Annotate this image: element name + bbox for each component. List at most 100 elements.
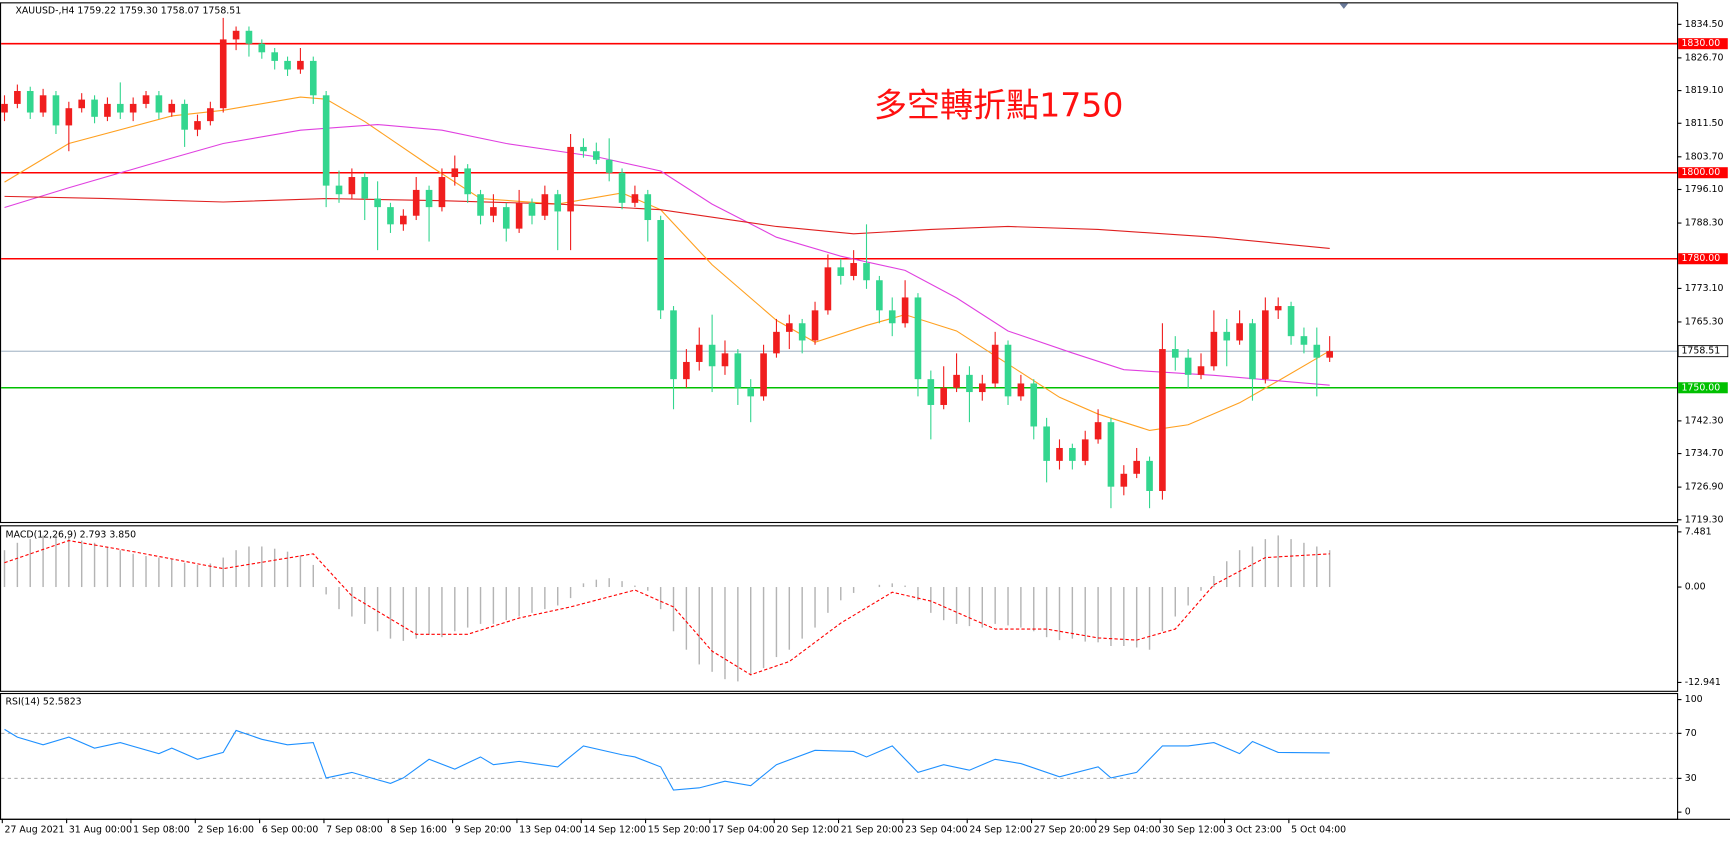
macd-title: MACD(12,26,9) 2.793 3.850 <box>6 530 137 541</box>
candle-body <box>232 30 240 40</box>
candle-body <box>348 177 356 195</box>
candle-body <box>554 194 562 212</box>
candle-body <box>1262 310 1269 380</box>
x-tick-label: 13 Sep 04:00 <box>519 824 582 835</box>
x-tick-label: 29 Sep 04:00 <box>1098 824 1161 835</box>
shift-marker <box>1339 3 1349 9</box>
candle-body <box>52 95 60 126</box>
candle-body <box>721 353 729 367</box>
candle-body <box>528 202 536 216</box>
candle-body <box>863 263 870 281</box>
x-tick-label: 20 Sep 12:00 <box>776 824 839 835</box>
moving-average <box>4 96 1330 431</box>
y-tick-label: 100 <box>1685 694 1703 705</box>
price-panel-frame <box>0 2 1679 524</box>
candle-body <box>168 103 176 113</box>
y-tick-label: 1765.30 <box>1685 316 1724 327</box>
candle-body <box>798 323 806 341</box>
candle-body <box>747 387 755 397</box>
x-tick-label: 2 Sep 16:00 <box>197 824 254 835</box>
candle-body <box>734 353 742 388</box>
candle-body <box>116 103 124 113</box>
candle-body <box>901 297 909 324</box>
candle-body <box>1171 349 1179 358</box>
level-label-box <box>1678 38 1728 50</box>
x-tick-label: 23 Sep 04:00 <box>905 824 968 835</box>
candle-body <box>271 52 278 61</box>
candle-body <box>695 344 703 362</box>
y-tick-label: 1719.30 <box>1685 514 1724 525</box>
candle-body <box>1300 336 1308 345</box>
candle-body <box>978 383 986 393</box>
y-tick-label: 1811.50 <box>1685 118 1724 129</box>
candle-body <box>670 310 677 380</box>
x-tick-label: 1 Sep 08:00 <box>133 824 190 835</box>
candle-body <box>940 387 948 405</box>
y-tick-label: 1803.70 <box>1685 151 1724 162</box>
candle-body <box>580 146 587 152</box>
moving-average <box>4 195 1330 249</box>
candle-body <box>361 177 369 199</box>
x-tick-label: 27 Sep 20:00 <box>1034 824 1097 835</box>
candle-body <box>811 310 819 341</box>
y-tick-label: 1819.10 <box>1685 85 1724 96</box>
candle-body <box>1184 357 1192 375</box>
rsi-line <box>4 728 1330 791</box>
current-price-box <box>1677 345 1729 358</box>
y-tick-label: 1834.50 <box>1685 19 1724 30</box>
candle-body <box>837 267 845 276</box>
candle-body <box>631 194 639 203</box>
candle-body <box>605 159 613 173</box>
annotation: 多空轉折點1750 <box>874 86 1124 125</box>
macd-panel-frame <box>0 525 1679 692</box>
candle-body <box>245 30 253 44</box>
level-label-box <box>1678 382 1728 394</box>
candle-body <box>284 60 291 70</box>
candle-body <box>1004 344 1012 397</box>
y-tick-label: 7.481 <box>1685 526 1712 537</box>
candle-body <box>1120 473 1128 487</box>
candle-body <box>1236 323 1243 341</box>
candle-body <box>502 207 510 229</box>
candle-body <box>258 43 266 53</box>
candle-body <box>914 297 922 380</box>
candle-body <box>438 177 446 208</box>
x-tick-label: 8 Sep 16:00 <box>390 824 447 835</box>
y-tick-label: -12.941 <box>1685 677 1721 688</box>
x-tick-label: 6 Sep 00:00 <box>262 824 319 835</box>
candle-body <box>1069 447 1076 461</box>
candle-body <box>129 103 137 113</box>
y-tick-label: 30 <box>1685 773 1697 784</box>
plot-layer: 1834.50 1826.70 1819.10 1811.50 1803.70 1796.… <box>1 17 1729 835</box>
x-tick-label: 15 Sep 20:00 <box>648 824 711 835</box>
candle-body <box>65 108 73 126</box>
candle-body <box>1107 422 1115 487</box>
y-tick-label: 1773.10 <box>1685 283 1724 294</box>
candle-body <box>1326 351 1333 358</box>
candle-body <box>1159 349 1166 491</box>
x-tick-label: 9 Sep 20:00 <box>455 824 512 835</box>
candle-body <box>515 202 523 229</box>
candle-body <box>104 103 111 117</box>
level-label: 1800.00 <box>1681 167 1720 178</box>
candle-body <box>1081 439 1089 461</box>
candle-body <box>1030 383 1038 427</box>
candle-body <box>387 207 394 225</box>
candle-body <box>1 103 8 113</box>
candle-body <box>309 60 317 96</box>
x-tick-label: 3 Oct 23:00 <box>1227 824 1282 835</box>
candle-body <box>490 207 497 216</box>
candle-body <box>850 263 857 276</box>
candle-body <box>541 194 549 216</box>
y-tick-label: 1788.30 <box>1685 218 1724 229</box>
y-tick-label: 1726.90 <box>1685 482 1724 493</box>
signal-line <box>4 540 1330 676</box>
candle-body <box>155 95 163 113</box>
candle-body <box>888 310 896 324</box>
x-tick-label: 14 Sep 12:00 <box>583 824 646 835</box>
candle-body <box>991 344 999 384</box>
candle-body <box>1210 331 1218 367</box>
x-tick-label: 27 Aug 2021 <box>5 824 65 835</box>
